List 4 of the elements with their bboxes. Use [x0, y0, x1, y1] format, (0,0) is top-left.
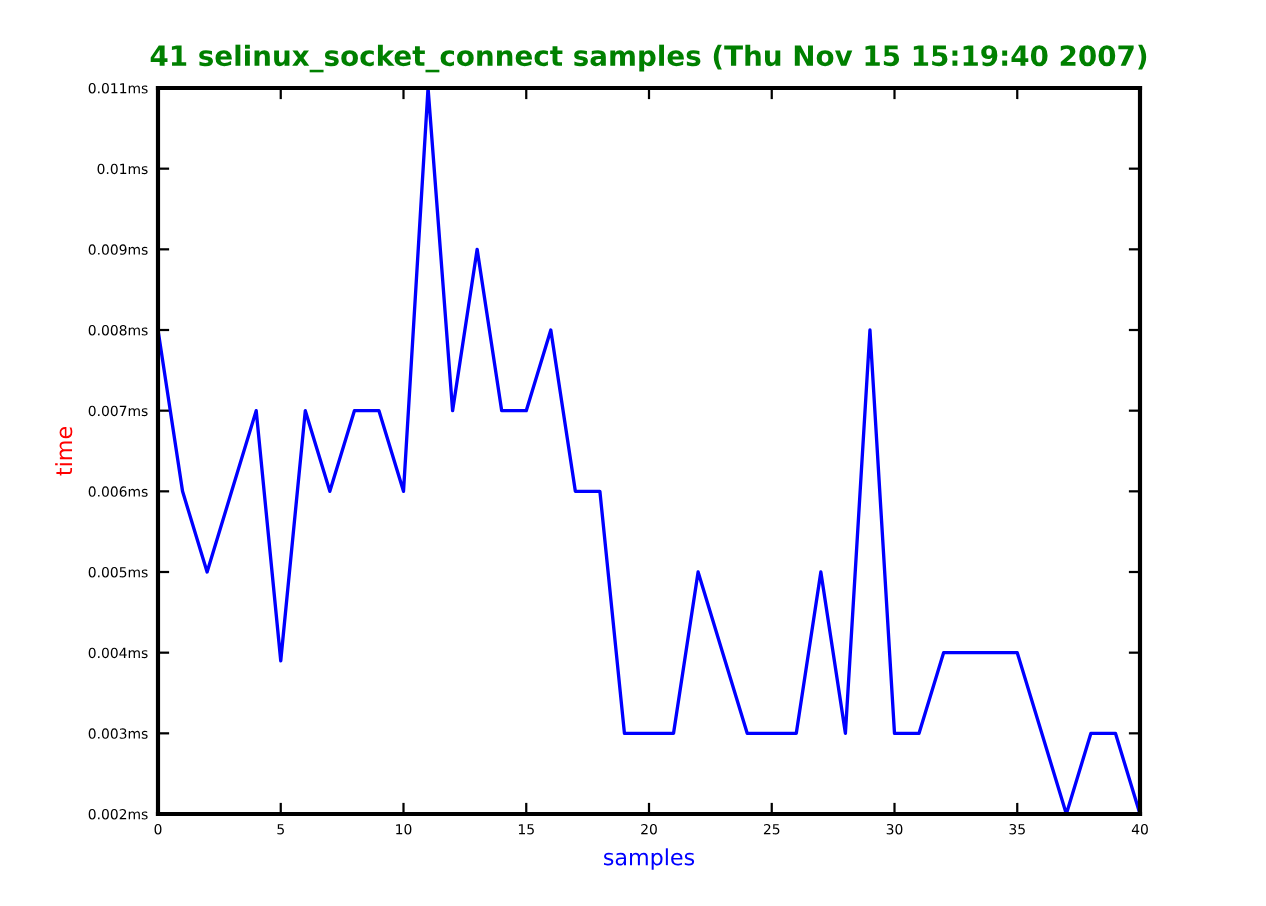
y-axis-title: time	[55, 427, 73, 476]
x-axis-title: samples	[604, 848, 695, 870]
line-series	[158, 88, 1140, 814]
chart-title: 41 selinux_socket_connect samples (Thu Nov 15 15:19:40 2007)	[150, 44, 1147, 73]
